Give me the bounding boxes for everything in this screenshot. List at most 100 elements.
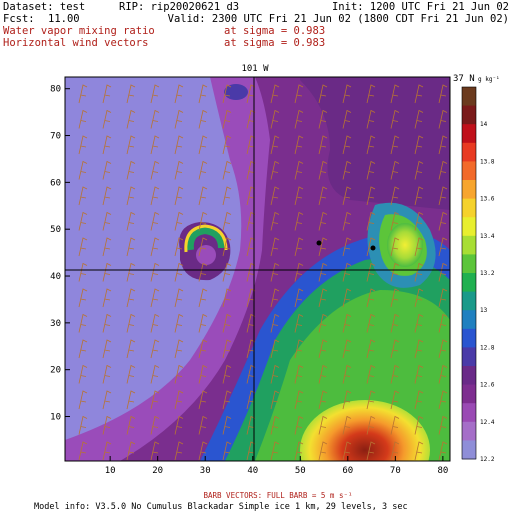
wind-barb (174, 390, 184, 410)
y-tick-label: 50 (50, 225, 61, 235)
wind-barb (150, 186, 160, 206)
wind-barb (198, 237, 208, 257)
wind-barb (366, 441, 376, 461)
wind-barb (174, 262, 184, 282)
wind-barb (222, 441, 232, 461)
wind-barb (150, 339, 160, 359)
colorbar-swatch (462, 403, 476, 423)
longitude-label: 101 W (241, 64, 269, 74)
wind-barb (342, 288, 352, 308)
wind-barb (294, 84, 304, 104)
wind-barb (78, 186, 88, 206)
wind-barb (198, 313, 208, 333)
wind-barb (270, 313, 280, 333)
wind-barb (342, 160, 352, 180)
wind-barb (78, 84, 88, 104)
y-tick-label: 60 (50, 178, 61, 188)
wind-barb (78, 237, 88, 257)
wind-barb (390, 262, 400, 282)
wind-barb (318, 415, 328, 435)
wind-barb (102, 160, 112, 180)
wind-barb (318, 313, 328, 333)
wind-barb (270, 211, 280, 231)
wind-barb (102, 237, 112, 257)
wind-barb (438, 135, 448, 155)
wind-barb (390, 339, 400, 359)
wind-barb (198, 339, 208, 359)
wind-barb (414, 135, 424, 155)
x-axis: 10 20 30 40 50 60 70 80 (105, 456, 448, 476)
wind-barb (366, 160, 376, 180)
colorbar-swatch (462, 87, 476, 107)
y-tick-label: 10 (50, 413, 61, 423)
wind-barb (150, 441, 160, 461)
wind-barb (126, 364, 136, 384)
barb-legend: BARB VECTORS: FULL BARB = 5 m s⁻¹ (203, 491, 352, 500)
wind-barb (294, 186, 304, 206)
wind-barb (126, 237, 136, 257)
colorbar-label: 13 (480, 307, 488, 314)
colorbar-label: 14 (480, 121, 488, 128)
wind-barb (78, 288, 88, 308)
colorbar-label: 12.8 (480, 344, 495, 351)
wind-barb (198, 135, 208, 155)
wind-barb (414, 84, 424, 104)
colorbar-swatch (462, 310, 476, 330)
wind-barb (126, 211, 136, 231)
wind-barb (438, 211, 448, 231)
wind-barb (366, 288, 376, 308)
wind-barb (222, 186, 232, 206)
wind-barb (150, 237, 160, 257)
wind-barb (150, 211, 160, 231)
wind-barb (222, 109, 232, 129)
colorbar-swatch (462, 198, 476, 218)
wind-barb (294, 390, 304, 410)
wind-barb (102, 211, 112, 231)
wind-barb (390, 441, 400, 461)
wind-barb (126, 109, 136, 129)
wind-barb (102, 364, 112, 384)
colorbar-swatch (462, 254, 476, 274)
wind-barb (366, 84, 376, 104)
wind-barb (294, 262, 304, 282)
wind-barb (102, 84, 112, 104)
wind-barb (342, 339, 352, 359)
wind-barb (102, 288, 112, 308)
wind-barb (102, 262, 112, 282)
field1-level: at sigma = 0.983 (224, 25, 326, 37)
wind-barb (174, 135, 184, 155)
wind-barb (318, 109, 328, 129)
wind-barbs (78, 84, 448, 461)
wind-barb (366, 186, 376, 206)
colorbar-swatch (462, 291, 476, 311)
wind-barb (270, 339, 280, 359)
wind-barb (150, 84, 160, 104)
wind-barb (270, 390, 280, 410)
wind-barb (318, 160, 328, 180)
x-tick-label: 60 (342, 466, 353, 476)
y-tick-label: 80 (50, 85, 61, 95)
x-tick-label: 20 (152, 466, 163, 476)
wind-barb (78, 109, 88, 129)
wind-barb (366, 135, 376, 155)
latitude-label: 37 N (453, 74, 475, 84)
colorbar-swatch (462, 366, 476, 386)
valid-time: Valid: 2300 UTC Fri 21 Jun 02 (1800 CDT … (167, 13, 509, 25)
wind-barb (390, 237, 400, 257)
wind-barb (414, 262, 424, 282)
wind-barb (318, 339, 328, 359)
wind-barb (126, 160, 136, 180)
wind-barb (390, 390, 400, 410)
colorbar-swatch (462, 142, 476, 162)
wind-barb (222, 237, 232, 257)
wind-barb (318, 288, 328, 308)
wind-barb (126, 135, 136, 155)
wind-barb (78, 339, 88, 359)
wind-barb (294, 441, 304, 461)
wind-barb (438, 288, 448, 308)
wind-barb (294, 364, 304, 384)
y-tick-label: 40 (50, 272, 61, 282)
wind-barb (126, 262, 136, 282)
colorbar-unit: g kg⁻¹ (478, 76, 500, 83)
